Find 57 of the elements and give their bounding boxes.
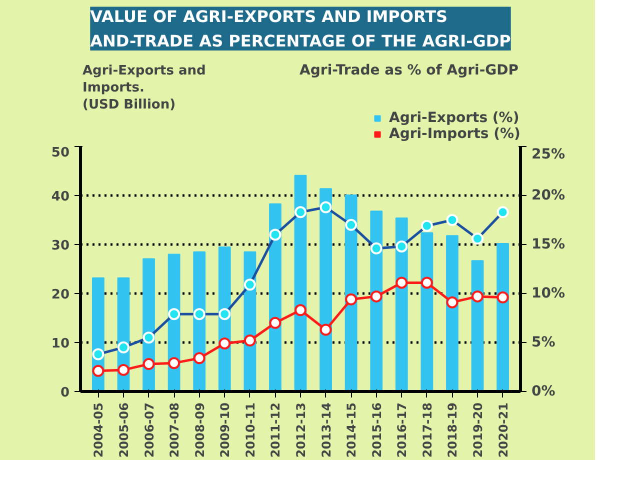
- point: [168, 357, 180, 370]
- x-tick-label: 2012-13: [294, 402, 308, 458]
- y2-tick-label: 5%: [532, 334, 556, 350]
- x-tick-label: 2011-12: [268, 402, 283, 458]
- point: [294, 304, 306, 316]
- x-tick-label: 2020-21: [496, 402, 510, 458]
- point: [244, 334, 256, 347]
- point: [320, 324, 332, 336]
- point: [446, 296, 458, 308]
- legend-label: Agri-Exports (%): [389, 110, 520, 126]
- x-tick-label: 2016-17: [395, 402, 410, 458]
- legend-label: Agri-Imports (%): [389, 126, 520, 142]
- chart-title: VALUE OF AGRI-EXPORTS AND IMPORTS AND-TRADE AS PERCENTAGE OF THE AGRI-GDP: [90, 6, 512, 50]
- x-tick-label: 2005-06: [116, 402, 131, 458]
- point: [370, 290, 382, 302]
- x-tick-label: 2004-05: [92, 402, 106, 458]
- x-tick-label: 2015-16: [370, 402, 384, 458]
- point: [269, 316, 282, 329]
- x-tick-label: 2008-09: [192, 402, 207, 458]
- point: [420, 276, 433, 289]
- x-tick-label: 2013-14: [319, 402, 334, 458]
- bar: [320, 188, 332, 392]
- bar: [471, 260, 484, 392]
- bar: [496, 243, 509, 392]
- y2-tick-label: 10%: [532, 286, 566, 302]
- point: [193, 352, 206, 364]
- x-tick-label: 2006-07: [142, 402, 156, 458]
- y-axis-title: Agri-Exports and Imports. (USD Billion): [82, 64, 206, 112]
- y2-tick-label: 15%: [532, 236, 566, 252]
- point: [496, 291, 509, 304]
- point: [472, 290, 484, 302]
- x-tick-label: 2018-19: [446, 402, 460, 458]
- y2-tick-label: 25%: [532, 146, 566, 162]
- y-tick-label: 40: [51, 190, 70, 204]
- point: [92, 364, 104, 377]
- y2-tick-label: 20%: [532, 188, 566, 204]
- y-tick-label: 30: [51, 238, 70, 254]
- bar: [446, 235, 458, 392]
- y-tick-label: 20: [51, 288, 70, 302]
- point: [345, 293, 358, 306]
- y2-axis-title: Agri-Trade as % of Agri-GDP: [300, 62, 519, 78]
- x-tick-label: 2014-15: [344, 402, 359, 458]
- y-tick-label: 50: [51, 146, 70, 160]
- point: [117, 364, 130, 376]
- point: [142, 358, 155, 370]
- x-tick-label: 2019-20: [471, 402, 486, 458]
- x-tick-label: 2009-10: [218, 402, 232, 458]
- x-tick-label: 2010-11: [243, 402, 258, 458]
- point: [218, 337, 231, 350]
- bar: [294, 174, 307, 392]
- point: [396, 276, 408, 289]
- x-tick-label: 2017-18: [420, 402, 434, 458]
- y-tick-label: 0: [60, 386, 70, 400]
- bar: [420, 232, 434, 392]
- y-tick-label: 10: [51, 336, 70, 352]
- x-tick-label: 2007-08: [168, 402, 182, 458]
- y2-tick-label: 0%: [532, 384, 556, 400]
